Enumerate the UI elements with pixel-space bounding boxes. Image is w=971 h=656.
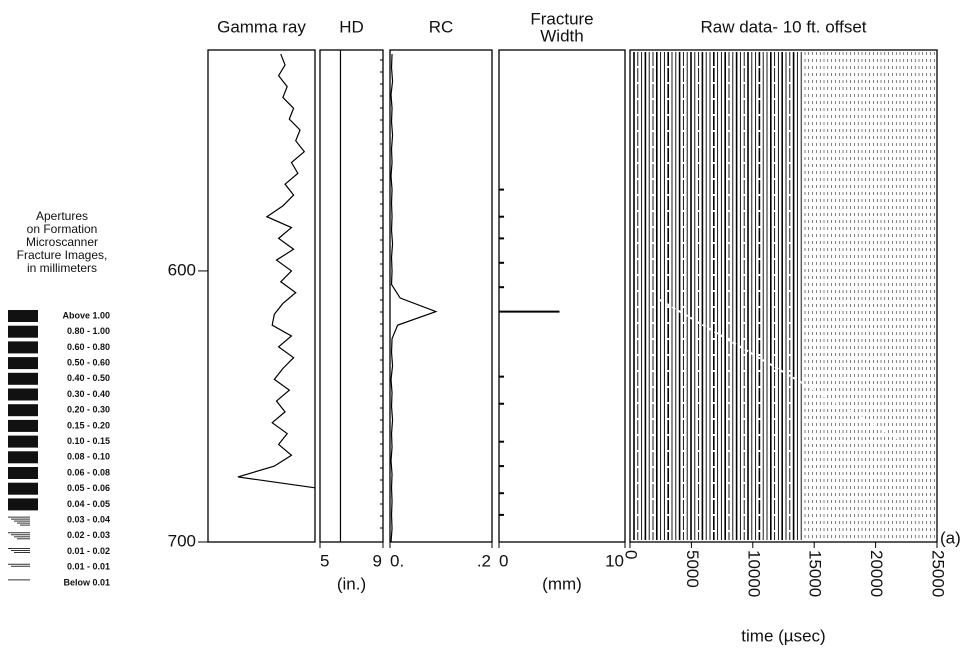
panel-title: Fracture bbox=[530, 9, 593, 28]
legend-swatch bbox=[8, 310, 38, 322]
legend-label: 0.03 - 0.04 bbox=[67, 514, 110, 524]
legend-title: Fracture Images, bbox=[17, 248, 108, 262]
x-tick-label: .2 bbox=[477, 551, 491, 570]
legend-swatch bbox=[7, 513, 39, 527]
legend-swatch bbox=[8, 498, 38, 511]
legend-label: 0.04 - 0.05 bbox=[67, 499, 110, 509]
x-tick-label: 0. bbox=[390, 551, 404, 570]
x-tick-label: 9 bbox=[373, 551, 382, 570]
panel-frame bbox=[629, 49, 938, 543]
legend-label: Above 1.00 bbox=[62, 310, 110, 320]
moveout bbox=[659, 299, 901, 441]
legend-swatch bbox=[8, 482, 38, 495]
legend-swatch bbox=[7, 545, 39, 558]
legend-label: Below 0.01 bbox=[63, 577, 110, 587]
legend-label: 0.02 - 0.03 bbox=[67, 530, 110, 540]
x-axis-label: (in.) bbox=[337, 574, 366, 593]
legend-label: 0.01 - 0.01 bbox=[67, 562, 110, 572]
legend-swatch bbox=[8, 404, 38, 417]
legend-swatch bbox=[8, 357, 38, 370]
x-tick-label: 25000 bbox=[929, 550, 948, 597]
legend-title: in millimeters bbox=[27, 261, 97, 275]
legend-label: 0.01 - 0.02 bbox=[67, 546, 110, 556]
panel-frame bbox=[498, 49, 626, 543]
legend-label: 0.40 - 0.50 bbox=[67, 373, 110, 383]
legend-swatch bbox=[7, 529, 39, 543]
x-tick-label: 10 bbox=[605, 551, 624, 570]
legend-swatch bbox=[8, 341, 38, 354]
legend-swatch bbox=[8, 419, 38, 432]
panel-title: RC bbox=[429, 17, 454, 36]
legend-label: 0.15 - 0.20 bbox=[67, 420, 110, 430]
legend-label: 0.20 - 0.30 bbox=[67, 405, 110, 415]
legend-label: 0.10 - 0.15 bbox=[67, 436, 110, 446]
panel-title: Raw data- 10 ft. offset bbox=[701, 17, 867, 36]
log-curve bbox=[390, 54, 438, 543]
x-tick-label: 5 bbox=[320, 551, 329, 570]
panel-title: Width bbox=[540, 26, 583, 45]
x-axis-label: (mm) bbox=[542, 574, 582, 593]
panel-title: HD bbox=[339, 17, 364, 36]
waveform-traces bbox=[633, 52, 935, 540]
legend-label: 0.50 - 0.60 bbox=[67, 357, 110, 367]
x-axis-label: time (µsec) bbox=[741, 626, 825, 645]
legend-label: 0.05 - 0.06 bbox=[67, 483, 110, 493]
annotation: (a) bbox=[940, 528, 961, 547]
legend-swatch bbox=[8, 467, 38, 479]
legend-swatch bbox=[7, 576, 39, 590]
panel-title: Gamma ray bbox=[217, 17, 306, 36]
legend-label: 0.08 - 0.10 bbox=[67, 452, 110, 462]
legend-label: 0.06 - 0.08 bbox=[67, 467, 110, 477]
x-tick-label: 15000 bbox=[806, 550, 825, 597]
legend-title: Apertures bbox=[36, 209, 88, 223]
legend-title: on Formation bbox=[27, 222, 98, 236]
legend-label: 0.60 - 0.80 bbox=[67, 342, 110, 352]
legend-swatch bbox=[8, 325, 38, 338]
legend-label: 0.30 - 0.40 bbox=[67, 389, 110, 399]
legend-swatch bbox=[8, 451, 38, 464]
depth-tick-label: 700 bbox=[168, 531, 196, 550]
depth-tick-label: 600 bbox=[168, 260, 196, 279]
legend-swatch bbox=[7, 560, 39, 574]
legend-title: Microscanner bbox=[26, 235, 98, 249]
x-tick-label: 5000 bbox=[683, 550, 702, 588]
legend-label: 0.80 - 1.00 bbox=[67, 326, 110, 336]
legend-swatch bbox=[8, 372, 38, 385]
log-curve bbox=[237, 53, 316, 489]
panel-frame bbox=[319, 49, 384, 543]
x-tick-label: 0 bbox=[622, 550, 641, 559]
panel-frame bbox=[389, 49, 493, 543]
panel-frame bbox=[207, 49, 316, 543]
x-tick-label: 20000 bbox=[867, 550, 886, 597]
x-tick-label: 0 bbox=[499, 551, 508, 570]
legend-swatch bbox=[8, 388, 38, 401]
x-tick-label: 10000 bbox=[744, 550, 763, 597]
legend-swatch bbox=[8, 435, 38, 448]
